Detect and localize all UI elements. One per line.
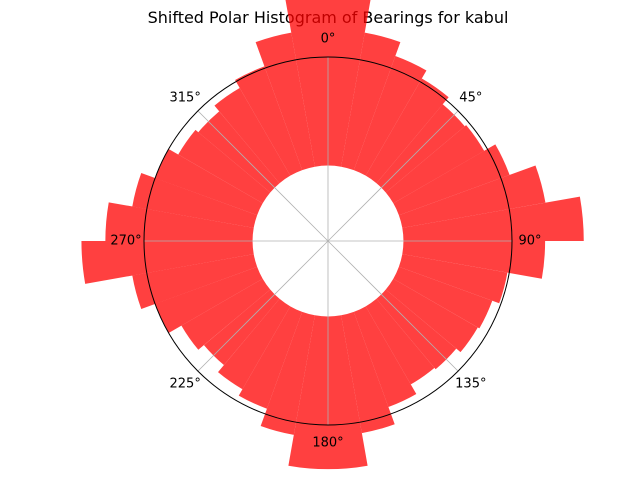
- angle-tick-labels: 0° 45° 90° 135° 180° 225° 270° 315°: [110, 32, 541, 451]
- grid-line-135: [327, 240, 459, 372]
- bar-35: [365, 78, 449, 184]
- bar-125: [385, 278, 478, 353]
- bar-335: [235, 66, 303, 176]
- bar-235: [181, 278, 271, 350]
- bar-115: [393, 266, 493, 329]
- angle-tick-label-315: 315°: [170, 91, 201, 106]
- bar-195: [260, 311, 315, 435]
- bar-255: [132, 254, 258, 309]
- bar-185: [288, 315, 328, 470]
- angle-tick-label-225: 225°: [170, 376, 201, 391]
- polar-frame: [143, 56, 513, 426]
- bar-285: [132, 173, 258, 228]
- bar-25: [353, 55, 427, 176]
- bar-145: [365, 298, 435, 385]
- bar-175: [328, 315, 368, 470]
- bar-325: [214, 88, 291, 184]
- bar-345: [255, 32, 315, 171]
- bar-205: [238, 306, 303, 409]
- bar-155: [353, 306, 417, 407]
- bar-215: [218, 298, 291, 390]
- angle-tick-label-180: 180°: [312, 436, 343, 451]
- bar-265: [81, 241, 254, 284]
- bar-85: [402, 196, 584, 241]
- angle-tick-label-270: 270°: [110, 234, 141, 249]
- angle-tick-label-135: 135°: [455, 376, 486, 391]
- grid-line-45: [327, 110, 459, 242]
- bar-65: [393, 144, 510, 216]
- bar-75: [398, 165, 546, 228]
- bar-305: [178, 129, 271, 204]
- bar-295: [155, 149, 263, 216]
- bar-275: [105, 202, 254, 241]
- bar-165: [341, 311, 395, 434]
- grid-line-225: [197, 240, 329, 372]
- bar-55: [385, 125, 485, 204]
- angle-tick-label-45: 45°: [459, 91, 482, 106]
- bar-245: [155, 266, 263, 333]
- bar-15: [341, 32, 401, 171]
- grid-group: [144, 57, 512, 425]
- angle-tick-label-0: 0°: [321, 32, 336, 47]
- bar-355: [285, 0, 328, 167]
- grid-line-315: [197, 110, 329, 242]
- bar-5: [328, 0, 371, 167]
- bar-105: [398, 254, 508, 304]
- angle-tick-label-90: 90°: [518, 234, 541, 249]
